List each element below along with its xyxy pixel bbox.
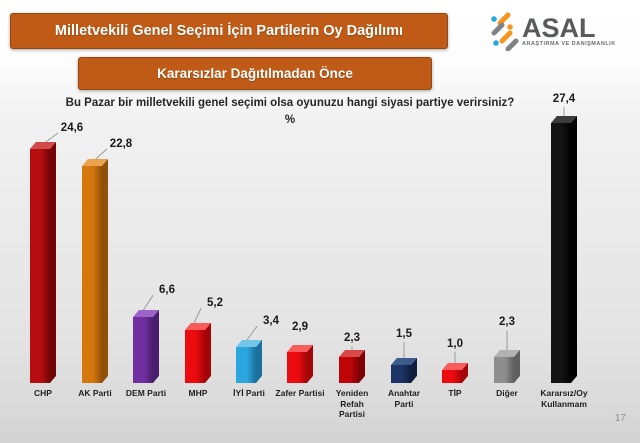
bar-side-face (571, 115, 577, 383)
chart-unit-label: % (284, 114, 296, 126)
bar-front-face (551, 122, 571, 383)
bar-ti-p (442, 362, 468, 383)
bar-side-face (50, 141, 56, 383)
bar-front-face (185, 330, 205, 383)
bar-side-face (102, 158, 108, 383)
bar-di-er (494, 350, 520, 383)
bar-side-face (256, 340, 262, 383)
bar-front-face (494, 357, 514, 383)
bar-front-face (391, 364, 411, 383)
category-label-anahtar-parti: Anahtar Parti (387, 388, 421, 409)
value-label-yeniden-refah-partisi: 2,3 (344, 332, 360, 345)
page-title: Milletvekili Genel Seçimi İçin Partileri… (54, 23, 404, 39)
category-label-ti-p: TİP (448, 388, 462, 398)
bar-front-face (236, 347, 256, 383)
logo-name: ASAL (522, 13, 596, 43)
chart-question: Bu Pazar bir milletvekili genel seçimi o… (65, 97, 515, 109)
title-banner: Milletvekili Genel Seçimi İçin Partileri… (10, 13, 448, 49)
subtitle-text: Kararsızlar Dağıtılmadan Önce (157, 66, 353, 81)
bar-karars-z-oy-kullanmam (551, 115, 577, 383)
bar-chp (30, 141, 56, 383)
value-label-ak-parti: 22,8 (109, 137, 133, 150)
value-label-anahtar-parti: 1,5 (396, 327, 412, 340)
bar-yeniden-refah-partisi (339, 350, 365, 383)
asal-logo-text: ASAL ARAŞTIRMA VE DANIŞMANLIK (522, 13, 616, 48)
page-number: 17 (614, 413, 626, 424)
bar-side-face (514, 350, 520, 383)
value-label-chp: 24,6 (60, 121, 84, 134)
category-label-karars-z-oy-kullanmam: Kararsız/Oy Kullanmam (540, 388, 588, 409)
category-label-mhp: MHP (188, 388, 208, 398)
value-label-di-er: 2,3 (499, 316, 515, 329)
value-label-ti-p: 1,0 (447, 337, 463, 350)
bar-front-face (442, 369, 462, 383)
category-label-dem-parti: DEM Parti (125, 388, 167, 398)
value-label-karars-z-oy-kullanmam: 27,4 (552, 92, 576, 105)
category-label-zafer-partisi: Zafer Partisi (275, 388, 325, 398)
category-label-chp: CHP (34, 388, 52, 398)
value-label-i-yi-parti: 3,4 (263, 315, 279, 328)
bar-front-face (287, 351, 307, 383)
category-label-ak-parti: AK Parti (78, 388, 112, 398)
bar-side-face (307, 344, 313, 383)
bar-front-face (339, 357, 359, 383)
category-label-di-er: Diğer (496, 388, 518, 398)
bar-side-face (359, 350, 365, 383)
bar-ak-parti (82, 158, 108, 383)
category-label-i-yi-parti: İYİ Parti (233, 388, 265, 398)
bar-side-face (205, 323, 211, 383)
logo-tagline: ARAŞTIRMA VE DANIŞMANLIK (522, 41, 616, 47)
value-label-dem-parti: 6,6 (159, 284, 175, 297)
bar-side-face (153, 310, 159, 383)
bar-dem-parti (133, 310, 159, 383)
bar-front-face (133, 317, 153, 383)
bar-mhp (185, 323, 211, 383)
category-label-yeniden-refah-partisi: Yeniden Refah Partisi (335, 388, 369, 419)
bar-i-yi-parti (236, 340, 262, 383)
subtitle-banner: Kararsızlar Dağıtılmadan Önce (78, 57, 432, 90)
asal-logo-icon (491, 12, 519, 51)
bar-anahtar-parti (391, 357, 417, 383)
asal-logo: ASAL ARAŞTIRMA VE DANIŞMANLIK (490, 9, 632, 53)
bar-front-face (30, 148, 50, 383)
bar-front-face (82, 165, 102, 383)
bar-zafer-partisi (287, 344, 313, 383)
value-label-zafer-partisi: 2,9 (292, 320, 308, 333)
value-label-mhp: 5,2 (207, 297, 223, 310)
